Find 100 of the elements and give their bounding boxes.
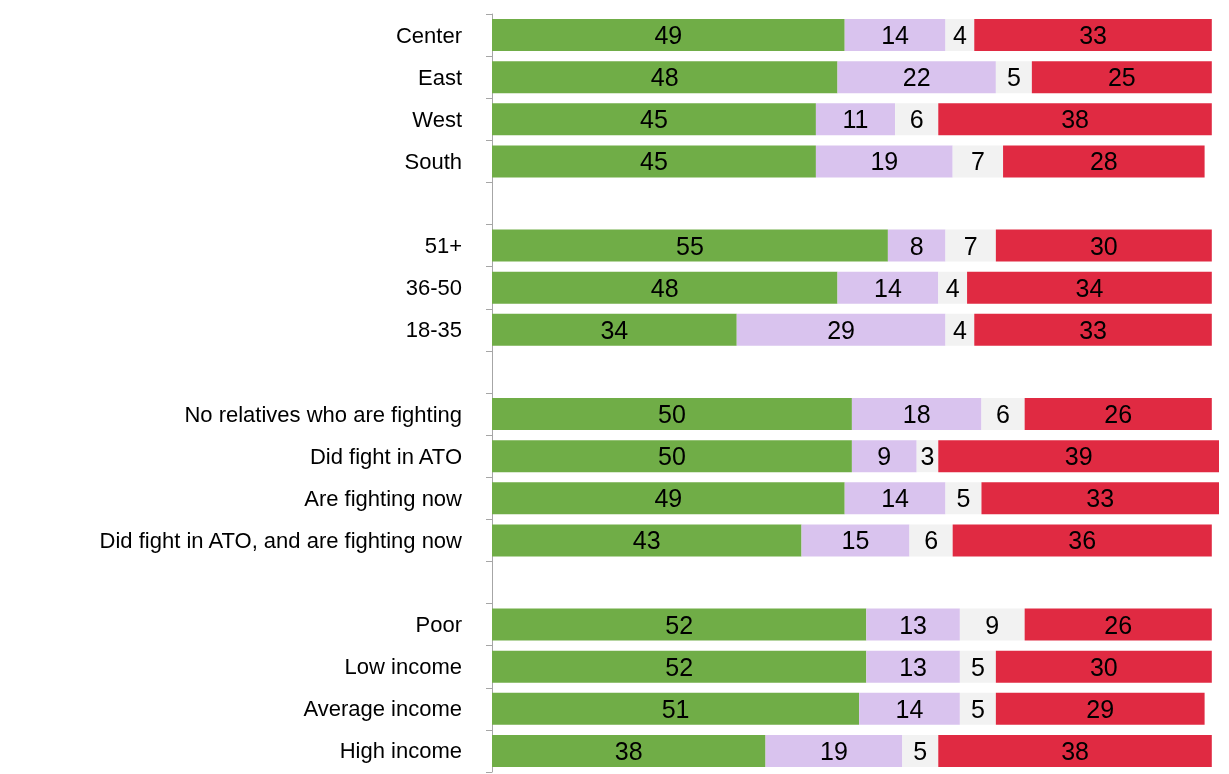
bar <box>938 734 1212 767</box>
bar <box>736 313 946 346</box>
bar <box>967 271 1212 304</box>
data-label: 19 <box>870 147 899 176</box>
data-label: 28 <box>1089 147 1118 176</box>
data-label: 8 <box>909 231 924 260</box>
data-label: 29 <box>1086 694 1115 723</box>
data-label: 4 <box>952 315 967 344</box>
data-label: 5 <box>970 652 985 681</box>
data-label: 18 <box>902 400 931 429</box>
y-tick-label: Center <box>395 22 462 48</box>
bar <box>815 103 896 136</box>
bar <box>866 608 960 641</box>
data-label: 5 <box>970 694 985 723</box>
data-label: 50 <box>658 400 686 429</box>
data-label: 26 <box>1104 610 1133 639</box>
data-label: 14 <box>881 484 910 513</box>
bar <box>492 271 838 304</box>
bar <box>1024 398 1212 431</box>
y-tick-label: 51+ <box>424 233 462 259</box>
data-label: 9 <box>985 610 1000 639</box>
bar <box>492 650 867 683</box>
data-label: 13 <box>899 652 927 681</box>
data-label: 4 <box>945 273 960 302</box>
data-label: 6 <box>909 105 924 134</box>
data-label: 49 <box>654 484 683 513</box>
data-label: 5 <box>913 736 928 765</box>
data-label: 4 <box>952 21 967 50</box>
bar <box>844 482 946 515</box>
bar <box>909 524 953 557</box>
data-label: 6 <box>924 526 939 555</box>
bar <box>981 482 1219 515</box>
y-tick-label: 18-35 <box>405 317 462 343</box>
bar <box>815 145 953 178</box>
y-tick-label: Are fighting now <box>304 485 463 511</box>
bar <box>945 229 996 262</box>
data-label: 52 <box>665 652 694 681</box>
data-label: 52 <box>665 610 694 639</box>
bar <box>492 398 852 431</box>
data-label: 22 <box>902 63 931 92</box>
data-label: 26 <box>1104 400 1133 429</box>
data-label: 33 <box>1079 315 1107 344</box>
y-tick-label: Did fight in ATO, and are fighting now <box>99 527 463 553</box>
bar <box>492 440 852 473</box>
y-tick-label: Poor <box>415 612 462 638</box>
data-label: 7 <box>970 147 985 176</box>
data-label: 36 <box>1068 526 1097 555</box>
data-label: 33 <box>1086 484 1115 513</box>
bar <box>492 313 737 346</box>
bar <box>492 229 888 262</box>
y-tick-label: High income <box>339 738 462 764</box>
y-tick-label: Average income <box>303 696 462 722</box>
bar <box>938 440 1219 473</box>
bar <box>492 734 766 767</box>
data-label: 49 <box>654 21 683 50</box>
data-label: 48 <box>650 63 679 92</box>
data-label: 38 <box>614 736 643 765</box>
bar <box>492 608 867 641</box>
bar <box>837 61 996 94</box>
data-label: 51 <box>661 694 690 723</box>
data-label: 19 <box>820 736 848 765</box>
data-label: 43 <box>632 526 661 555</box>
bar <box>492 145 816 178</box>
bar <box>765 734 903 767</box>
bar <box>851 398 982 431</box>
bar <box>952 524 1212 557</box>
y-tick-label: 36-50 <box>405 275 462 301</box>
data-label: 14 <box>873 273 902 302</box>
data-label: 39 <box>1064 442 1093 471</box>
data-label: 45 <box>640 147 668 176</box>
bar <box>959 608 1025 641</box>
bar <box>492 692 860 725</box>
bar <box>492 482 845 515</box>
bar <box>981 398 1025 431</box>
bar <box>859 692 960 725</box>
bar <box>995 650 1212 683</box>
bar <box>1031 61 1212 94</box>
data-label: 30 <box>1089 652 1118 681</box>
bar <box>895 103 939 136</box>
data-label: 30 <box>1089 231 1118 260</box>
bar <box>837 271 939 304</box>
bar <box>492 61 838 94</box>
bar <box>995 229 1212 262</box>
data-label: 34 <box>1075 273 1104 302</box>
bar <box>974 19 1212 52</box>
y-tick-label: South <box>404 148 462 174</box>
bar <box>1003 145 1205 178</box>
data-label: 34 <box>600 315 629 344</box>
y-tick-label: West <box>412 106 462 132</box>
bar <box>952 145 1004 178</box>
data-label: 38 <box>1061 736 1089 765</box>
data-label: 14 <box>881 21 910 50</box>
bar <box>492 524 802 557</box>
data-label: 11 <box>842 105 869 134</box>
data-label: 5 <box>1006 63 1021 92</box>
data-label: 3 <box>920 442 935 471</box>
y-tick-label: No relatives who are fighting <box>184 401 462 427</box>
bar <box>492 103 816 136</box>
bar <box>844 19 946 52</box>
data-label: 45 <box>640 105 668 134</box>
